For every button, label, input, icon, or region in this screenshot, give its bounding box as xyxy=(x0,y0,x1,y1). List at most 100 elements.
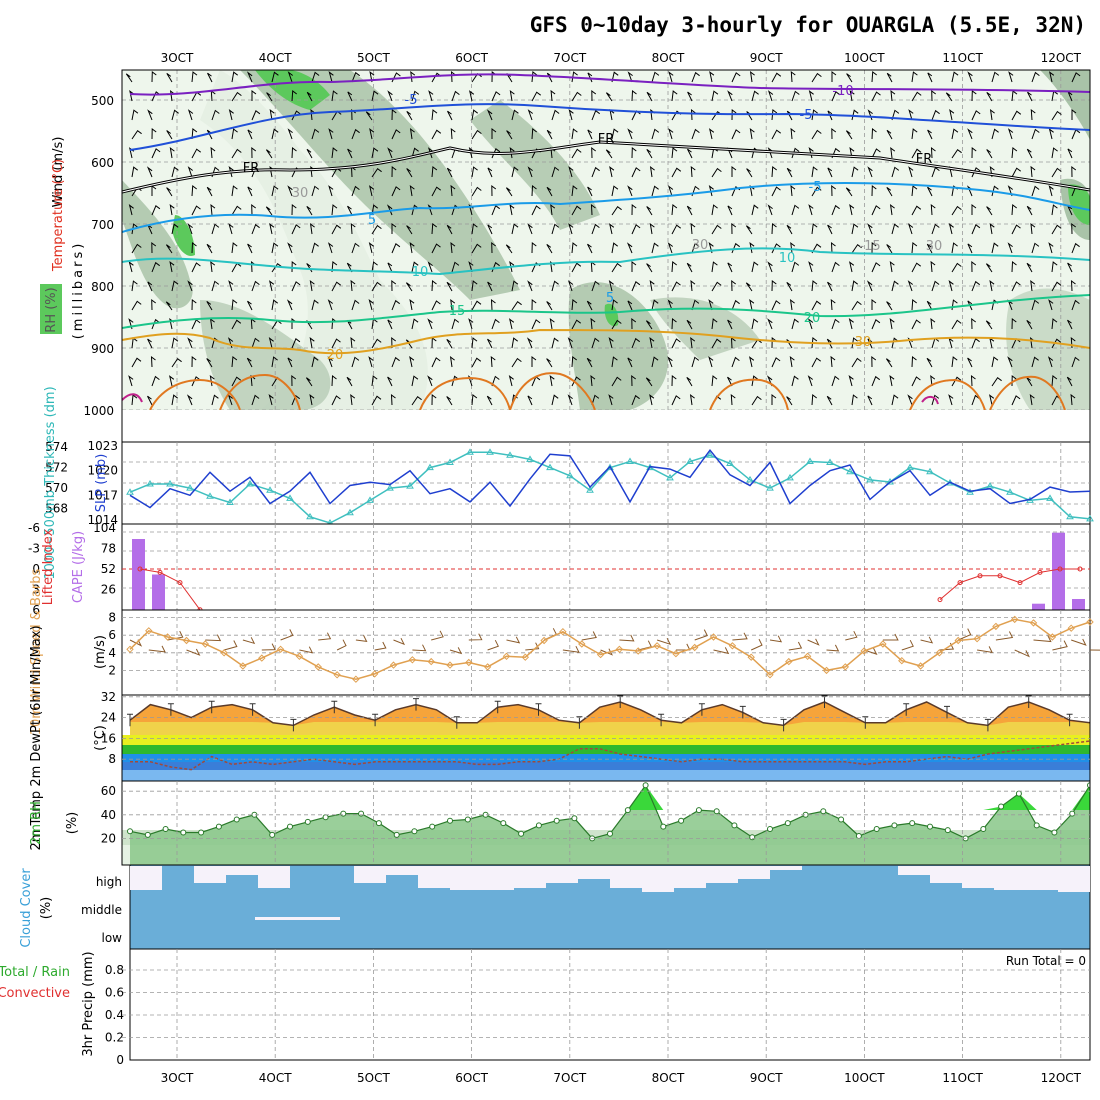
contour-label: 30 xyxy=(292,186,309,201)
lifted-index-y-tick: 3 xyxy=(32,582,40,596)
wind10-speed-point xyxy=(559,627,567,636)
slp-label: SLP (mb) xyxy=(94,454,109,513)
wind10-speed-point xyxy=(860,647,868,655)
thickness-point xyxy=(246,480,254,487)
contour-label: 10 xyxy=(779,251,796,266)
wind10-speed-point xyxy=(502,652,511,661)
cape-bar xyxy=(1052,532,1065,610)
upper-y-tick: 800 xyxy=(91,280,114,294)
x-tick-bottom: 6OCT xyxy=(455,1071,488,1085)
cloud-high-clear xyxy=(514,866,546,888)
wind10-speed-point xyxy=(822,666,831,675)
rh2m-point xyxy=(1051,829,1058,836)
temp2m-minmax-bar xyxy=(1025,695,1032,708)
wind10-barb xyxy=(995,631,1014,641)
wind10-barb xyxy=(374,641,387,651)
rh2m-point xyxy=(198,829,205,836)
contour-label: FR xyxy=(916,152,933,167)
rh2m-panel: 60 40 20 2m RH (%) xyxy=(29,780,1091,866)
wind10-barb xyxy=(845,630,858,641)
wind10-barb xyxy=(223,640,238,651)
rh2m-point xyxy=(909,820,916,827)
x-tick-bottom: 4OCT xyxy=(259,1071,292,1085)
wind10-barb xyxy=(261,643,276,651)
dewpoint-line xyxy=(130,740,1090,771)
cloud-high-clear xyxy=(642,866,674,892)
temp2m-minmax-bar xyxy=(658,713,665,727)
upper-rh-label: RH (%) xyxy=(44,287,59,332)
wind10-speed-point xyxy=(747,653,755,661)
wind10-speed-point xyxy=(314,663,322,671)
rh2m-point xyxy=(873,826,880,832)
wind10-speed-point xyxy=(483,663,492,671)
upper-y-tick: 500 xyxy=(91,94,114,108)
lifted-index-point xyxy=(937,597,943,603)
rh2m-point xyxy=(820,808,827,815)
run-total: Run Total = 0 xyxy=(1006,954,1086,968)
cape-bar xyxy=(132,539,145,610)
wind10-barb xyxy=(431,630,444,641)
x-tick-bottom: 10OCT xyxy=(844,1071,885,1085)
temp2m-minmax-bar xyxy=(576,716,583,729)
thickness-point xyxy=(546,463,554,471)
wind10-speed-point xyxy=(596,650,605,659)
contour-label: 30 xyxy=(855,335,872,350)
thickness-point xyxy=(846,467,854,475)
contour-label: -10 xyxy=(832,84,853,99)
temp2m-minmax-bar xyxy=(535,703,542,716)
cloud-level-high: high xyxy=(96,875,122,889)
rh2m-point xyxy=(269,831,276,838)
wind10-barb xyxy=(920,636,934,644)
temp2m-minmax-bar xyxy=(208,700,215,714)
rh2m-point xyxy=(838,816,845,823)
cloud-high-clear xyxy=(578,866,610,879)
wind10-speed-point xyxy=(239,662,247,670)
thickness-point xyxy=(486,448,494,455)
cloud-high-clear xyxy=(994,866,1026,890)
thickness-point xyxy=(766,484,774,491)
wind10-barb xyxy=(977,646,993,654)
rh-legend-swatch xyxy=(40,284,62,334)
thickness-point xyxy=(926,467,934,475)
thickness-point xyxy=(226,498,234,505)
rh2m-point xyxy=(731,822,738,829)
wind10-speed-point xyxy=(634,647,642,655)
thickness-point xyxy=(146,480,154,487)
precip-y-tick: 0.6 xyxy=(105,986,124,1000)
rh2m-point xyxy=(144,831,151,838)
cloud-high-clear xyxy=(386,866,418,875)
wind10-speed-point xyxy=(653,642,661,650)
wind10-speed-point xyxy=(389,661,398,669)
wind10-barb xyxy=(299,646,314,654)
rh2m-point xyxy=(553,817,560,824)
wind10-barb xyxy=(506,636,521,644)
wind10-speed-point xyxy=(728,642,737,650)
wind10-speed-point xyxy=(578,640,586,648)
wind10-barb xyxy=(882,633,899,641)
wind10-barb xyxy=(412,644,427,652)
wind10-speed-point xyxy=(220,649,228,657)
wind10-barb xyxy=(769,635,783,643)
wind10-barb xyxy=(205,634,222,642)
contour-label: 30 xyxy=(926,239,943,254)
wind10-barb xyxy=(280,629,294,641)
thickness-point xyxy=(166,480,174,487)
rh2m-point xyxy=(678,817,685,824)
temp2m-minmax-bar xyxy=(862,716,869,729)
wind10-speed-point xyxy=(276,645,285,654)
wind10-barb xyxy=(562,645,580,653)
rh2m-point xyxy=(215,823,222,830)
x-tick-top: 6OCT xyxy=(455,51,488,65)
thickness-point xyxy=(1006,488,1014,495)
wind10-barb xyxy=(129,639,143,647)
wind10-barb xyxy=(656,637,672,646)
cloud-high-clear xyxy=(546,866,578,883)
rh2m-fill xyxy=(130,785,1090,865)
contour-label: 20 xyxy=(804,311,821,326)
thickness-point xyxy=(426,463,434,471)
wind10-speed-point xyxy=(201,640,210,648)
temp2m-minmax-bar xyxy=(413,698,419,711)
thickness-point xyxy=(266,486,274,493)
rh2m-point xyxy=(180,829,187,836)
rh2m-point xyxy=(607,830,613,837)
